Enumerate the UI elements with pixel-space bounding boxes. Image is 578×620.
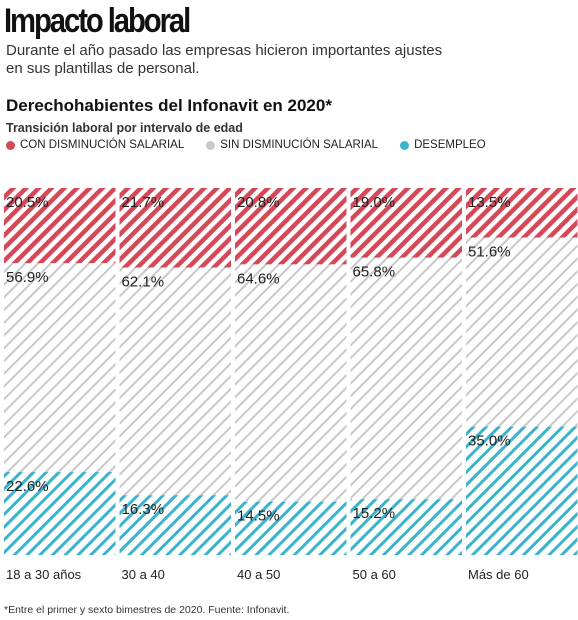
bars-group <box>4 188 578 555</box>
bar-40-a-50-sin-disminucion <box>235 264 347 502</box>
bar-mas-de-60-desempleo <box>466 426 578 555</box>
category-label-30-a-40: 30 a 40 <box>122 567 165 582</box>
category-label-40-a-50: 40 a 50 <box>237 567 280 582</box>
value-label-30-a-40-sin-disminucion: 62.1% <box>122 274 165 291</box>
value-label-40-a-50-sin-disminucion: 64.6% <box>237 270 280 287</box>
footnote: *Entre el primer y sexto bimestres de 20… <box>4 604 290 616</box>
legend-dot-sin-disminucion <box>206 140 216 150</box>
bar-50-a-60-desempleo <box>350 499 462 555</box>
value-label-18-a-30-anos-sin-disminucion: 56.9% <box>6 269 49 286</box>
value-label-40-a-50-desempleo: 14.5% <box>237 508 280 525</box>
bar-30-a-40-sin-disminucion <box>119 267 231 496</box>
legend-item-desempleo: DESEMPLEO <box>400 139 486 151</box>
bar-18-a-30-anos-con-disminucion <box>4 188 116 264</box>
bar-18-a-30-anos-sin-disminucion <box>4 263 116 473</box>
page-subtitle: Durante el año pasado las empresas hicie… <box>6 42 443 77</box>
bar-mas-de-60-con-disminucion <box>466 188 578 238</box>
page-title: Impacto laboral <box>4 2 191 40</box>
legend-label-desempleo: DESEMPLEO <box>414 139 486 151</box>
category-label-50-a-60: 50 a 60 <box>353 567 396 582</box>
value-label-50-a-60-con-disminucion: 19.0% <box>353 194 396 211</box>
value-label-30-a-40-desempleo: 16.3% <box>122 501 165 518</box>
value-label-18-a-30-anos-desempleo: 22.6% <box>6 478 49 495</box>
chart-legend: CON DISMINUCIÓN SALARIAL SIN DISMINUCIÓN… <box>6 139 486 151</box>
bar-30-a-40-desempleo <box>119 495 231 555</box>
value-label-18-a-30-anos-con-disminucion: 20.5% <box>6 194 49 211</box>
chart-title: Derechohabientes del Infonavit en 2020* <box>6 96 332 115</box>
bar-18-a-30-anos-desempleo <box>4 472 116 555</box>
legend-item-sin-disminucion: SIN DISMINUCIÓN SALARIAL <box>206 139 378 151</box>
category-labels-group: 18 a 30 años 30 a 40 40 a 50 50 a 60 Más de … <box>6 567 529 582</box>
legend-item-con-disminucion: CON DISMINUCIÓN SALARIAL <box>6 139 184 151</box>
legend-dot-desempleo <box>400 140 410 150</box>
bar-40-a-50-desempleo <box>235 501 347 555</box>
legend-label-sin-disminucion: SIN DISMINUCIÓN SALARIAL <box>220 139 379 151</box>
legend-dot-con-disminucion <box>6 140 15 150</box>
value-label-40-a-50-con-disminucion: 20.8% <box>237 194 280 211</box>
value-label-50-a-60-sin-disminucion: 65.8% <box>353 264 396 281</box>
value-label-mas-de-60-con-disminucion: 13.5% <box>468 194 511 211</box>
legend-label-con-disminucion: CON DISMINUCIÓN SALARIAL <box>20 139 185 151</box>
category-label-mas-de-60: Más de 60 <box>468 567 529 582</box>
bar-50-a-60-con-disminucion <box>350 188 462 258</box>
bar-mas-de-60-sin-disminucion <box>466 237 578 427</box>
stacked-bar-chart: 20.5% 56.9% 22.6% 21.7% 62.1% 16.3% 20.8% 64.6%… <box>4 188 578 582</box>
value-labels-group: 20.5% 56.9% 22.6% 21.7% 62.1% 16.3% 20.8% 64.6%… <box>6 194 511 525</box>
bar-50-a-60-sin-disminucion <box>350 257 462 500</box>
value-label-mas-de-60-desempleo: 35.0% <box>468 433 511 450</box>
chart-subtitle: Transición laboral por intervalo de edad <box>6 121 243 135</box>
value-label-mas-de-60-sin-disminucion: 51.6% <box>468 243 511 260</box>
bar-40-a-50-con-disminucion <box>235 188 347 265</box>
value-label-50-a-60-desempleo: 15.2% <box>353 505 396 522</box>
category-label-18-a-30-anos: 18 a 30 años <box>6 567 82 582</box>
bar-30-a-40-con-disminucion <box>119 188 231 268</box>
value-label-30-a-40-con-disminucion: 21.7% <box>122 194 165 211</box>
